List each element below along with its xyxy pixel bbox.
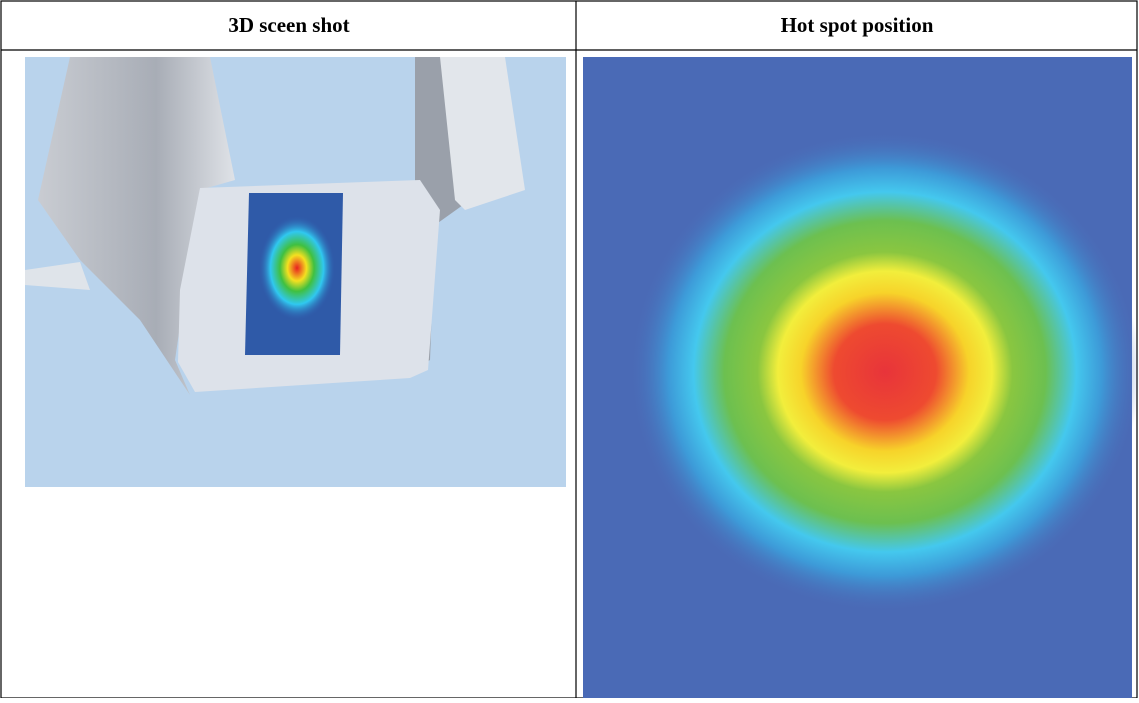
screenshot-3d <box>25 57 566 487</box>
header-cell: 3D sceen shot <box>228 13 349 37</box>
hot-spot-map <box>583 57 1139 698</box>
header-cell: Hot spot position <box>781 13 934 37</box>
